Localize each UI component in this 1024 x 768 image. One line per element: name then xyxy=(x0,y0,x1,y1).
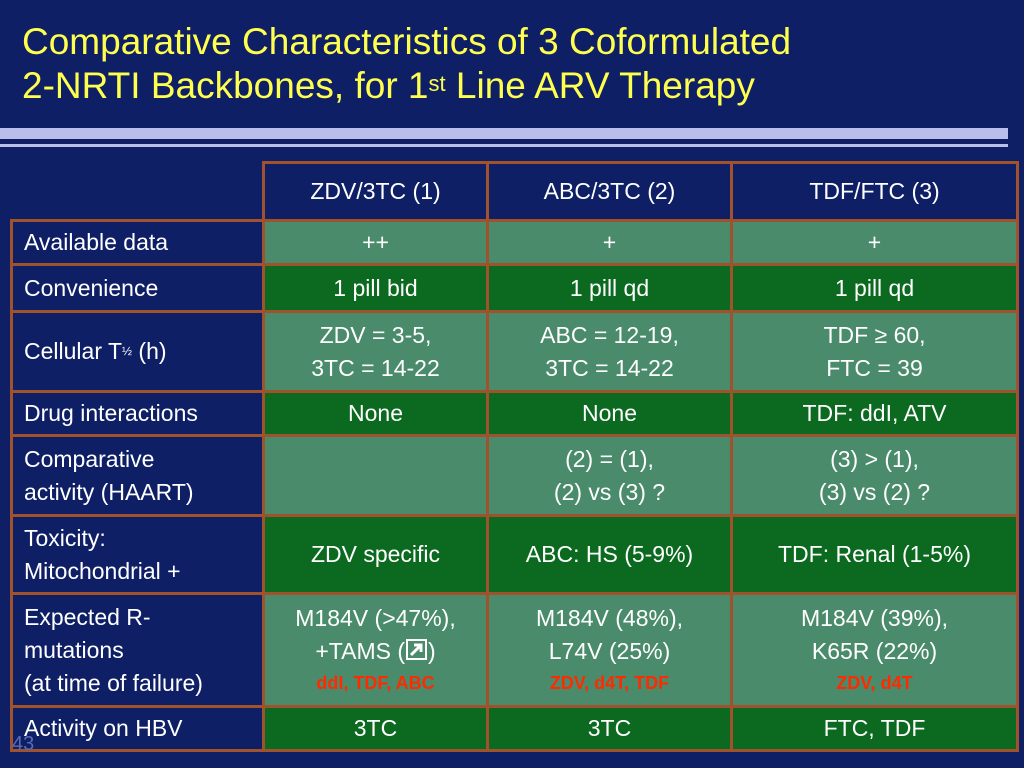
row-label-line: Mitochondrial + xyxy=(24,557,181,584)
row-label-line: activity (HAART) xyxy=(24,478,194,505)
table-cell: + xyxy=(730,219,1019,266)
cell-line: 3TC = 14-22 xyxy=(545,354,674,381)
row-label-line: Comparative xyxy=(24,445,155,472)
cell-line: M184V (>47%), xyxy=(295,605,456,631)
table-cell: ZDV specific xyxy=(262,514,489,595)
table-cell: (2) = (1), (2) vs (3) ? xyxy=(486,434,733,517)
cell-text: ) xyxy=(428,638,436,664)
table-row: Drug interactions None None TDF: ddI, AT… xyxy=(10,390,1019,437)
row-label: Expected R-mutations (at time of failure) xyxy=(10,592,265,708)
table-cell: ++ xyxy=(262,219,489,266)
table-cell: ZDV = 3-5, 3TC = 14-22 xyxy=(262,310,489,393)
row-label-unit: (h) xyxy=(132,338,167,364)
table-row: Comparative activity (HAART) (2) = (1), (2… xyxy=(10,434,1019,517)
title-line-2-end: Line ARV Therapy xyxy=(445,65,755,106)
column-header: TDF/FTC (3) xyxy=(730,161,1019,222)
cell-line: TDF ≥ 60, xyxy=(823,321,926,348)
table-cell: ABC = 12-19, 3TC = 14-22 xyxy=(486,310,733,393)
column-header: ABC/3TC (2) xyxy=(486,161,733,222)
row-label-line: Expected R- xyxy=(24,603,151,630)
table-cell: 1 pill qd xyxy=(730,263,1019,313)
table-cell xyxy=(262,434,489,517)
table-cell: FTC, TDF xyxy=(730,705,1019,752)
cross-resistance-note: ddI, TDF, ABC xyxy=(316,673,435,693)
table-cell: TDF: ddI, ATV xyxy=(730,390,1019,437)
table-row: Activity on HBV 3TC 3TC FTC, TDF xyxy=(10,705,1019,752)
table-cell: ABC: HS (5-9%) xyxy=(486,514,733,595)
title-rule-thin xyxy=(0,144,1008,147)
table-cell: None xyxy=(262,390,489,437)
table-cell: 3TC xyxy=(262,705,489,752)
title-superscript: st xyxy=(428,71,446,96)
title-line-1: Comparative Characteristics of 3 Coformu… xyxy=(22,21,792,62)
row-label-line: Toxicity: xyxy=(24,524,106,551)
table-cell: 1 pill bid xyxy=(262,263,489,313)
corner-cell xyxy=(12,163,264,221)
cell-line: (2) vs (3) ? xyxy=(553,478,666,505)
slide-number: 43 xyxy=(12,733,35,755)
cell-line: (3) > (1), xyxy=(830,445,919,472)
cell-line: K65R (22%) xyxy=(811,638,938,664)
table-row: Cellular T½ (h) ZDV = 3-5, 3TC = 14-22 AB… xyxy=(10,310,1019,393)
row-label: Cellular T½ (h) xyxy=(10,310,265,393)
cell-text: +TAMS ( xyxy=(315,638,405,664)
column-header: ZDV/3TC (1) xyxy=(262,161,489,222)
row-label: Activity on HBV xyxy=(10,705,265,752)
table-cell: M184V (39%), K65R (22%) ZDV, d4T xyxy=(730,592,1019,708)
header-row: ZDV/3TC (1) ABC/3TC (2) TDF/FTC (3) xyxy=(12,161,1019,222)
cross-resistance-note: ZDV, d4T xyxy=(836,673,913,693)
row-label-line: mutations xyxy=(24,636,124,663)
title-line-2-text: 2-NRTI Backbones, for 1 xyxy=(22,65,429,106)
row-label: Toxicity: Mitochondrial + xyxy=(10,514,265,595)
table-cell: 3TC xyxy=(486,705,733,752)
title-line-2: 2-NRTI Backbones, for 1st Line ARV Thera… xyxy=(22,64,791,108)
cell-line: +TAMS () xyxy=(265,635,486,668)
cell-line: (2) = (1), xyxy=(565,445,654,472)
table-cell: M184V (>47%), +TAMS () ddI, TDF, ABC xyxy=(262,592,489,708)
row-label: Comparative activity (HAART) xyxy=(10,434,265,517)
cell-line: M184V (48%), xyxy=(535,605,683,631)
row-label: Drug interactions xyxy=(10,390,265,437)
comparison-table: ZDV/3TC (1) ABC/3TC (2) TDF/FTC (3) Avai… xyxy=(10,161,1019,752)
cross-resistance-note: ZDV, d4T, TDF xyxy=(549,673,670,693)
table-cell: (3) > (1), (3) vs (2) ? xyxy=(730,434,1019,517)
table-row: Available data ++ + + xyxy=(10,219,1019,266)
table-row: Convenience 1 pill bid 1 pill qd 1 pill … xyxy=(10,263,1019,313)
row-label-line: (at time of failure) xyxy=(24,669,203,696)
table-row: Expected R-mutations (at time of failure)… xyxy=(10,592,1019,708)
row-label: Available data xyxy=(10,219,265,266)
arrow-up-right-icon xyxy=(406,639,427,660)
row-label-superscript: ½ xyxy=(122,344,133,358)
cell-line: FTC = 39 xyxy=(826,354,923,381)
table-cell: M184V (48%), L74V (25%) ZDV, d4T, TDF xyxy=(486,592,733,708)
table-cell: + xyxy=(486,219,733,266)
table-cell: TDF ≥ 60, FTC = 39 xyxy=(730,310,1019,393)
title-rule-thick xyxy=(0,128,1008,139)
row-label: Convenience xyxy=(10,263,265,313)
table-cell: 1 pill qd xyxy=(486,263,733,313)
cell-line: M184V (39%), xyxy=(800,605,948,631)
cell-line: ABC = 12-19, xyxy=(540,321,679,348)
cell-line: (3) vs (2) ? xyxy=(818,478,931,505)
cell-line: 3TC = 14-22 xyxy=(311,354,440,381)
table-cell: None xyxy=(486,390,733,437)
table-cell: TDF: Renal (1-5%) xyxy=(730,514,1019,595)
row-label-text: Cellular T xyxy=(24,338,122,364)
cell-line: ZDV = 3-5, xyxy=(319,321,432,348)
cell-line: L74V (25%) xyxy=(548,638,671,664)
slide-title: Comparative Characteristics of 3 Coformu… xyxy=(22,20,791,108)
table-row: Toxicity: Mitochondrial + ZDV specific AB… xyxy=(10,514,1019,595)
